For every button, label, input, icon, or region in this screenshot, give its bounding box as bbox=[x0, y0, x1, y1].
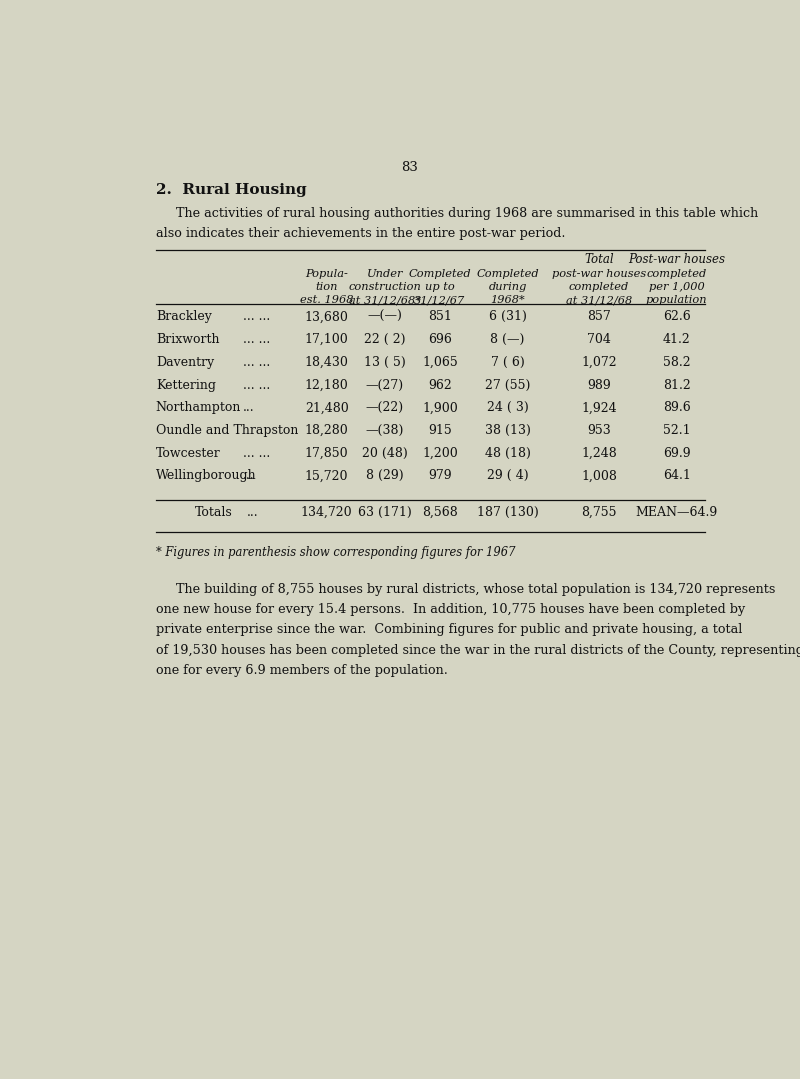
Text: 69.9: 69.9 bbox=[662, 447, 690, 460]
Text: 857: 857 bbox=[587, 311, 611, 324]
Text: 89.6: 89.6 bbox=[662, 401, 690, 414]
Text: Total: Total bbox=[584, 254, 614, 267]
Text: Popula-
tion
est. 1968: Popula- tion est. 1968 bbox=[300, 269, 354, 305]
Text: 1,248: 1,248 bbox=[582, 447, 617, 460]
Text: 62.6: 62.6 bbox=[662, 311, 690, 324]
Text: 2.  Rural Housing: 2. Rural Housing bbox=[156, 182, 306, 196]
Text: —(22): —(22) bbox=[366, 401, 404, 414]
Text: 13 ( 5): 13 ( 5) bbox=[364, 356, 406, 369]
Text: ...: ... bbox=[243, 401, 255, 414]
Text: Wellingborough: Wellingborough bbox=[156, 469, 257, 482]
Text: —(—): —(—) bbox=[367, 311, 402, 324]
Text: Brixworth: Brixworth bbox=[156, 333, 219, 346]
Text: 1,065: 1,065 bbox=[422, 356, 458, 369]
Text: ...: ... bbox=[243, 469, 255, 482]
Text: Daventry: Daventry bbox=[156, 356, 214, 369]
Text: 1,072: 1,072 bbox=[582, 356, 617, 369]
Text: 63 (171): 63 (171) bbox=[358, 506, 412, 519]
Text: ... ...: ... ... bbox=[243, 379, 270, 392]
Text: 7 ( 6): 7 ( 6) bbox=[490, 356, 525, 369]
Text: 41.2: 41.2 bbox=[662, 333, 690, 346]
Text: 1,924: 1,924 bbox=[582, 401, 617, 414]
Text: 21,480: 21,480 bbox=[305, 401, 349, 414]
Text: 1,900: 1,900 bbox=[422, 401, 458, 414]
Text: also indicates their achievements in the entire post-war period.: also indicates their achievements in the… bbox=[156, 228, 566, 241]
Text: 13,680: 13,680 bbox=[305, 311, 349, 324]
Text: 953: 953 bbox=[587, 424, 611, 437]
Text: 989: 989 bbox=[587, 379, 611, 392]
Text: 979: 979 bbox=[428, 469, 452, 482]
Text: ... ...: ... ... bbox=[243, 447, 270, 460]
Text: 27 (55): 27 (55) bbox=[485, 379, 530, 392]
Text: one new house for every 15.4 persons.  In addition, 10,775 houses have been comp: one new house for every 15.4 persons. In… bbox=[156, 603, 745, 616]
Text: 18,430: 18,430 bbox=[305, 356, 349, 369]
Text: 8,568: 8,568 bbox=[422, 506, 458, 519]
Text: 22 ( 2): 22 ( 2) bbox=[364, 333, 406, 346]
Text: 81.2: 81.2 bbox=[662, 379, 690, 392]
Text: 8 (—): 8 (—) bbox=[490, 333, 525, 346]
Text: 1,008: 1,008 bbox=[581, 469, 617, 482]
Text: of 19,530 houses has been completed since the war in the rural districts of the : of 19,530 houses has been completed sinc… bbox=[156, 643, 800, 656]
Text: ... ...: ... ... bbox=[243, 311, 270, 324]
Text: Post-war houses: Post-war houses bbox=[628, 254, 725, 267]
Text: 83: 83 bbox=[402, 161, 418, 174]
Text: —(27): —(27) bbox=[366, 379, 404, 392]
Text: ...: ... bbox=[247, 506, 259, 519]
Text: 52.1: 52.1 bbox=[662, 424, 690, 437]
Text: Northampton: Northampton bbox=[156, 401, 241, 414]
Text: Towcester: Towcester bbox=[156, 447, 221, 460]
Text: 704: 704 bbox=[587, 333, 611, 346]
Text: 18,280: 18,280 bbox=[305, 424, 349, 437]
Text: —(38): —(38) bbox=[366, 424, 404, 437]
Text: 17,850: 17,850 bbox=[305, 447, 349, 460]
Text: one for every 6.9 members of the population.: one for every 6.9 members of the populat… bbox=[156, 664, 448, 677]
Text: private enterprise since the war.  Combining figures for public and private hous: private enterprise since the war. Combin… bbox=[156, 624, 742, 637]
Text: Completed
during
1968*: Completed during 1968* bbox=[476, 269, 539, 305]
Text: 38 (13): 38 (13) bbox=[485, 424, 530, 437]
Text: Under
construction
at 31/12/68*: Under construction at 31/12/68* bbox=[348, 269, 422, 305]
Text: 64.1: 64.1 bbox=[662, 469, 690, 482]
Text: 15,720: 15,720 bbox=[305, 469, 349, 482]
Text: The building of 8,755 houses by rural districts, whose total population is 134,7: The building of 8,755 houses by rural di… bbox=[156, 583, 775, 596]
Text: 17,100: 17,100 bbox=[305, 333, 349, 346]
Text: 8 (29): 8 (29) bbox=[366, 469, 404, 482]
Text: Kettering: Kettering bbox=[156, 379, 216, 392]
Text: Totals: Totals bbox=[194, 506, 232, 519]
Text: 1,200: 1,200 bbox=[422, 447, 458, 460]
Text: 696: 696 bbox=[428, 333, 452, 346]
Text: 29 ( 4): 29 ( 4) bbox=[487, 469, 529, 482]
Text: 187 (130): 187 (130) bbox=[477, 506, 538, 519]
Text: MEAN—64.9: MEAN—64.9 bbox=[635, 506, 718, 519]
Text: 962: 962 bbox=[428, 379, 452, 392]
Text: 6 (31): 6 (31) bbox=[489, 311, 526, 324]
Text: 851: 851 bbox=[428, 311, 452, 324]
Text: Brackley: Brackley bbox=[156, 311, 212, 324]
Text: * Figures in parenthesis show corresponding figures for 1967: * Figures in parenthesis show correspond… bbox=[156, 546, 515, 559]
Text: Completed
up to
31/12/67: Completed up to 31/12/67 bbox=[409, 269, 471, 305]
Text: 58.2: 58.2 bbox=[662, 356, 690, 369]
Text: 48 (18): 48 (18) bbox=[485, 447, 530, 460]
Text: 12,180: 12,180 bbox=[305, 379, 349, 392]
Text: ... ...: ... ... bbox=[243, 356, 270, 369]
Text: 134,720: 134,720 bbox=[301, 506, 353, 519]
Text: 8,755: 8,755 bbox=[582, 506, 617, 519]
Text: The activities of rural housing authorities during 1968 are summarised in this t: The activities of rural housing authorit… bbox=[156, 207, 758, 220]
Text: ... ...: ... ... bbox=[243, 333, 270, 346]
Text: completed
per 1,000
population: completed per 1,000 population bbox=[646, 269, 707, 305]
Text: 20 (48): 20 (48) bbox=[362, 447, 408, 460]
Text: post-war houses
completed
at 31/12/68: post-war houses completed at 31/12/68 bbox=[552, 269, 646, 305]
Text: Oundle and Thrapston: Oundle and Thrapston bbox=[156, 424, 298, 437]
Text: 915: 915 bbox=[428, 424, 452, 437]
Text: 24 ( 3): 24 ( 3) bbox=[486, 401, 529, 414]
